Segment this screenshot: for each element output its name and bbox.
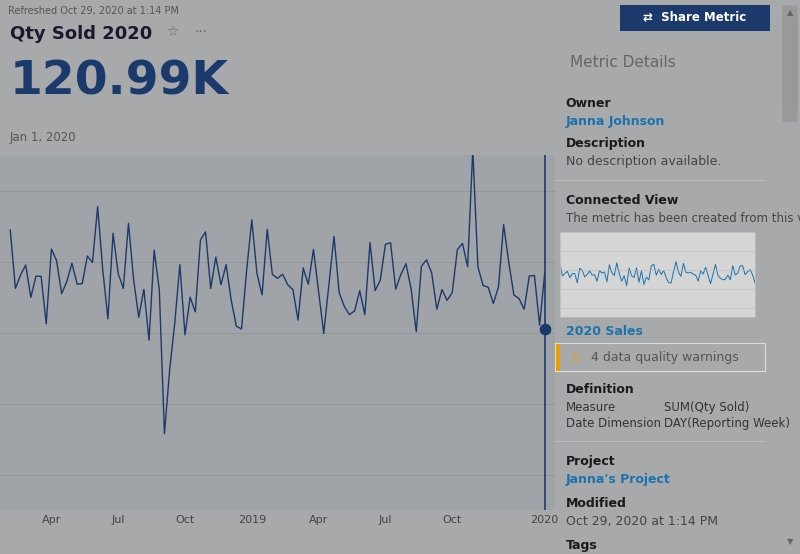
Text: Modified: Modified — [566, 497, 626, 510]
Text: Connected View: Connected View — [566, 194, 678, 207]
Text: Refreshed Oct 29, 2020 at 1:14 PM: Refreshed Oct 29, 2020 at 1:14 PM — [8, 6, 179, 16]
Text: Owner: Owner — [566, 97, 611, 110]
Text: ☆: ☆ — [166, 25, 179, 39]
Text: Description: Description — [566, 137, 646, 150]
Text: No description available.: No description available. — [566, 155, 721, 168]
Text: 4 data quality warnings: 4 data quality warnings — [590, 351, 738, 363]
Text: ···: ··· — [194, 25, 207, 39]
Text: Date Dimension: Date Dimension — [566, 417, 661, 430]
Text: SUM(Qty Sold): SUM(Qty Sold) — [664, 401, 750, 414]
Text: Metric Details: Metric Details — [570, 55, 675, 70]
Text: Oct 29, 2020 at 1:14 PM: Oct 29, 2020 at 1:14 PM — [566, 515, 718, 528]
FancyBboxPatch shape — [614, 5, 776, 31]
Text: ⇄  Share Metric: ⇄ Share Metric — [643, 12, 746, 24]
Text: ⚠: ⚠ — [570, 351, 581, 363]
Text: Janna Johnson: Janna Johnson — [566, 115, 665, 128]
Text: The metric has been created from this view:: The metric has been created from this vi… — [566, 212, 800, 225]
Text: Measure: Measure — [566, 401, 616, 414]
Text: Qty Sold 2020: Qty Sold 2020 — [10, 25, 152, 43]
Text: 2020 Sales: 2020 Sales — [566, 325, 642, 338]
Point — [538, 325, 551, 334]
Bar — [555, 343, 560, 371]
FancyBboxPatch shape — [782, 6, 798, 122]
Text: Tags: Tags — [566, 539, 598, 552]
Text: Definition: Definition — [566, 383, 634, 396]
Text: 120.99K: 120.99K — [10, 59, 229, 104]
Text: Janna's Project: Janna's Project — [566, 473, 670, 486]
Text: Project: Project — [566, 455, 615, 468]
Text: ▼: ▼ — [786, 537, 794, 546]
Text: ▲: ▲ — [786, 8, 794, 17]
Text: DAY(Reporting Week): DAY(Reporting Week) — [664, 417, 790, 430]
Text: Jan 1, 2020: Jan 1, 2020 — [10, 131, 77, 145]
